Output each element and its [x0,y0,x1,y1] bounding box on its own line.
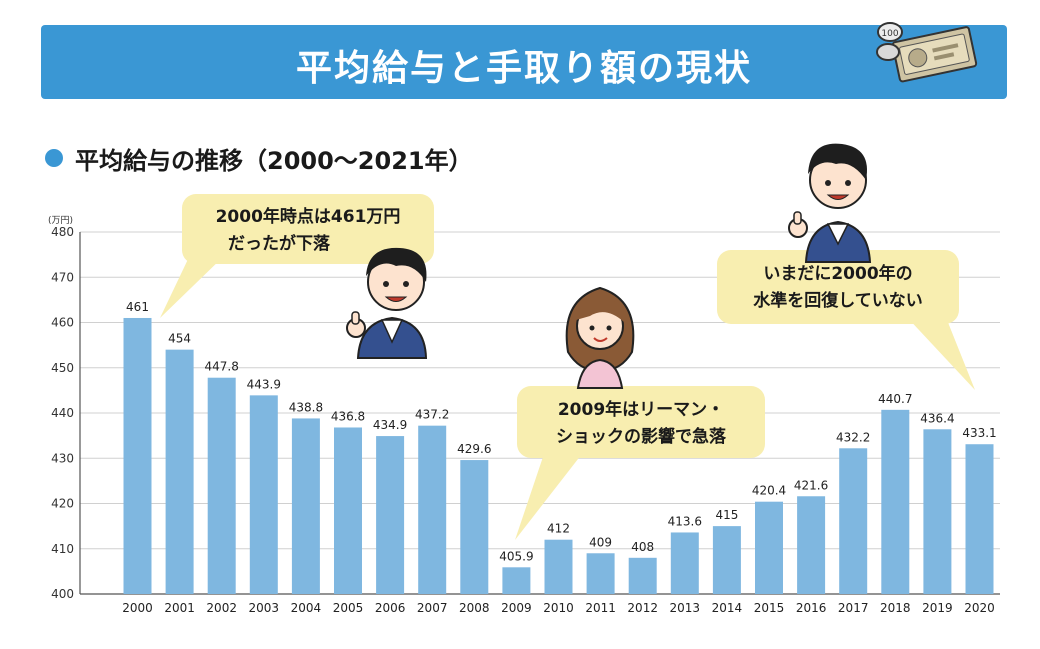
value-label-2019: 436.4 [920,411,954,425]
bar-2016 [797,496,826,594]
callout-2009-line-2: ショックの影響で急落 [556,426,727,447]
callout-2000: 2000年時点は461万円 だったが下落 [160,194,434,318]
title-banner: 平均給与と手取り額の現状 [41,25,1007,99]
callout-2000-line-1: 2000年時点は461万円 [216,206,401,227]
section-heading: 平均給与の推移（2000～2021年） [45,143,473,175]
x-tick-label-2003: 2003 [249,601,280,615]
bar-2014 [712,526,741,594]
svg-text:100: 100 [881,29,898,39]
bar-2007 [418,425,447,594]
y-tick-label: 430 [51,451,74,465]
bars [123,317,994,594]
x-tick-label-2004: 2004 [291,601,322,615]
value-label-2007: 437.2 [415,408,449,422]
bar-2012 [628,557,657,594]
x-tick-label-2010: 2010 [543,601,574,615]
y-tick-label: 420 [51,497,74,511]
callout-2020: いまだに2000年の 水準を回復していない [717,250,975,390]
value-label-2018: 440.7 [878,392,912,406]
value-label-2015: 420.4 [752,484,786,498]
bar-2010 [544,539,573,594]
callout-2000-line-2: だったが下落 [228,233,331,254]
x-tick-label-2018: 2018 [880,601,911,615]
value-label-2011: 409 [589,535,612,549]
x-tick-label-2020: 2020 [964,601,995,615]
y-tick-label: 460 [51,316,74,330]
callout-2009-line-1: 2009年はリーマン・ [558,399,724,420]
value-labels: 461 454 447.8 443.9 438.8 436.8 434.9 437.2 429.… [126,300,997,563]
bar-2013 [670,532,699,594]
woman-character-icon [565,286,635,389]
x-tick-label-2017: 2017 [838,601,869,615]
y-tick-label: 450 [51,361,74,375]
callout-2020-line-2: 水準を回復していない [753,290,923,311]
y-tick-label: 470 [51,270,74,284]
value-label-2000: 461 [126,300,149,314]
callout-2020-line-1: いまだに2000年の [763,263,912,284]
bar-2002 [207,377,236,594]
callout-2009: 2009年はリーマン・ ショックの影響で急落 [515,386,765,540]
x-tick-label-2006: 2006 [375,601,406,615]
value-label-2008: 429.6 [457,442,491,456]
x-tick-label-2016: 2016 [796,601,827,615]
value-label-2006: 434.9 [373,418,407,432]
bar-2006 [376,436,405,594]
x-tick-label-2014: 2014 [712,601,743,615]
bar-2009 [502,567,531,594]
bar-2004 [291,418,320,594]
x-tick-label-2012: 2012 [627,601,658,615]
bar-2003 [249,395,278,594]
bar-2008 [460,460,489,594]
value-label-2004: 438.8 [289,400,323,414]
x-tick-label-2013: 2013 [670,601,701,615]
x-tick-label-2002: 2002 [206,601,237,615]
y-tick-labels: 400 410 420 430 440 450 460 470 480 [51,225,74,601]
x-tick-label-2015: 2015 [754,601,785,615]
y-tick-label: 440 [51,406,74,420]
y-tick-label: 480 [51,225,74,239]
y-tick-label: 410 [51,542,74,556]
y-unit-label: (万円) [48,215,73,226]
x-tick-label-2008: 2008 [459,601,490,615]
man-character-icon [788,143,872,263]
x-tick-labels: 2000 2001 2002 2003 2004 2005 2006 2007 2008 2009… [122,601,995,615]
value-label-2020: 433.1 [962,426,996,440]
x-tick-label-2019: 2019 [922,601,953,615]
bar-2018 [881,409,910,594]
page-title: 平均給与と手取り額の現状 [295,48,752,89]
man-character-icon [346,247,428,359]
money-icon: 100 [866,12,986,96]
bar-2017 [839,448,868,594]
x-tick-label-2011: 2011 [585,601,616,615]
value-label-2002: 447.8 [205,360,239,374]
x-tick-label-2009: 2009 [501,601,532,615]
value-label-2016: 421.6 [794,478,828,492]
y-tick-label: 400 [51,587,74,601]
bar-2015 [755,501,783,594]
value-label-2001: 454 [168,332,191,346]
section-title: 平均給与の推移（2000～2021年） [75,146,473,175]
x-tick-label-2000: 2000 [122,601,153,615]
bar-2011 [586,553,615,594]
value-label-2010: 412 [547,522,570,536]
bar-2005 [334,427,362,594]
bullet-icon [45,149,63,167]
x-tick-label-2007: 2007 [417,601,448,615]
value-label-2005: 436.8 [331,409,365,423]
x-tick-label-2005: 2005 [333,601,364,615]
bar-2001 [165,349,194,594]
value-label-2012: 408 [631,540,654,554]
bar-2000 [123,317,152,594]
bar-2020 [965,444,994,594]
x-tick-label-2001: 2001 [164,601,195,615]
value-label-2009: 405.9 [499,549,533,563]
value-label-2014: 415 [715,508,738,522]
value-label-2017: 432.2 [836,430,870,444]
value-label-2013: 413.6 [668,514,702,528]
value-label-2003: 443.9 [247,377,281,391]
bar-2019 [923,429,952,594]
